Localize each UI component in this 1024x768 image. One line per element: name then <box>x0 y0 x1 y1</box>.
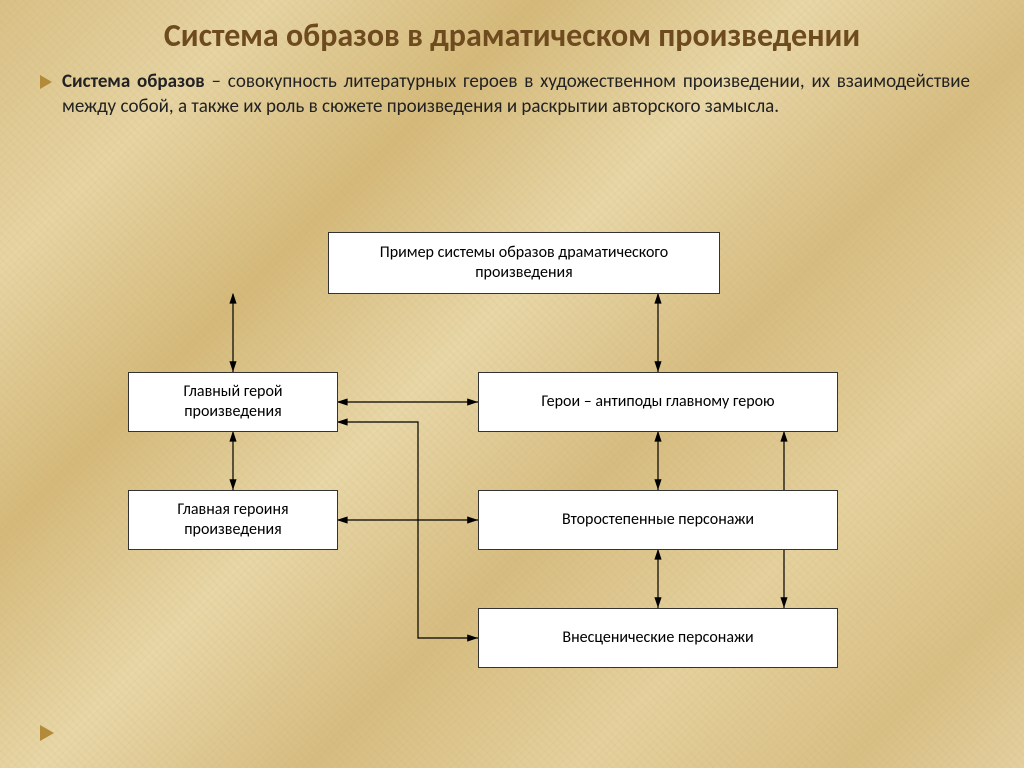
node-root: Пример системы образов драматического пр… <box>328 232 720 294</box>
node-off: Внесценические персонажи <box>478 608 838 668</box>
node-hero: Главный герой произведения <box>128 372 338 432</box>
flowchart: Пример системы образов драматического пр… <box>0 0 1024 768</box>
node-antipod: Герои – антиподы главному герою <box>478 372 838 432</box>
edge-hero-off <box>338 422 478 638</box>
node-heroine: Главная героиня произведения <box>128 490 338 550</box>
node-second: Второстепенные персонажи <box>478 490 838 550</box>
nav-next-icon <box>40 725 54 746</box>
